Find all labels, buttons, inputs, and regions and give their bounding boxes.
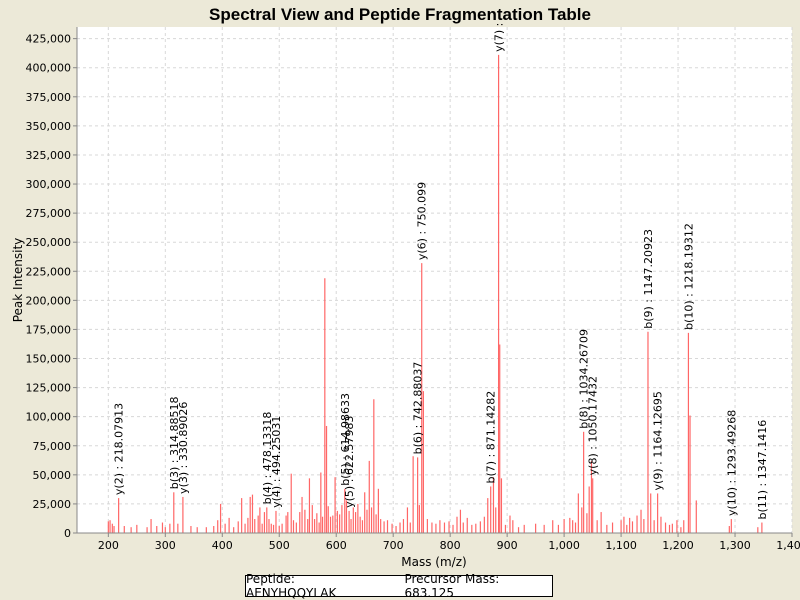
fragment-ion-label: y(9) : 1164.12695 [652,391,665,490]
fragment-ion-label: b(9) : 1147.20923 [642,229,655,329]
x-tick-label: 600 [326,539,347,552]
x-tick-label: 400 [212,539,233,552]
fragment-ion-label: y(7) : [493,23,506,52]
gridlines [77,27,793,533]
y-tick-label: 350,000 [26,120,72,133]
spectrum-peaks [107,54,763,533]
peptide-legend: Peptide: AENYHQQYLAK Precursor Mass: 683… [245,572,553,600]
y-tick-label: 225,000 [26,265,72,278]
y-tick-label: 425,000 [26,33,72,46]
x-tick-label: 800 [440,539,461,552]
y-tick-label: 150,000 [26,353,72,366]
x-tick-label: 1,200 [662,539,694,552]
y-tick-label: 200,000 [26,294,72,307]
y-tick-label: 175,000 [26,323,72,336]
fragment-ion-label: y(2) : 218.07913 [113,403,126,495]
fragment-ion-label: b(6) : 742.88037 [412,362,425,455]
y-tick-label: 375,000 [26,91,72,104]
fragment-ion-label: b(3) : 314.88518 [168,397,181,490]
peptide-label: Peptide: AENYHQQYLAK [246,572,337,600]
y-tick-label: 125,000 [26,382,72,395]
y-tick-label: 50,000 [33,469,72,482]
fragment-ion-label: y(4) : 494.25031 [270,416,283,508]
y-tick-label: 325,000 [26,149,72,162]
fragment-ion-label: y(6) : 750.099 [416,182,429,260]
y-axis-ticks: 0 25,000 50,000 75,000 100,000 125,000 150,000… [26,33,77,540]
x-axis-label: Mass (m/z) [401,555,466,569]
fragment-ion-label: y(3) : 330.89026 [177,402,190,494]
y-tick-label: 250,000 [26,236,72,249]
fragment-ion-label: b(4) : 478.13318 [261,412,274,505]
x-tick-label: 900 [497,539,518,552]
y-tick-label: 75,000 [33,440,72,453]
y-tick-label: 300,000 [26,178,72,191]
plot-area [77,27,792,533]
x-tick-label: 500 [269,539,290,552]
x-tick-label: 1,300 [719,539,751,552]
x-tick-label: 1,100 [605,539,637,552]
fragment-ion-label: b(10) : 1218.19312 [682,223,695,330]
fragment-ion-label: y(10) : 1293.49268 [725,410,738,516]
x-tick-label: 200 [98,539,119,552]
fragment-ion-label: y(8) : 1050.17432 [587,376,600,475]
fragment-ion-label: b(11) : 1347.1416 [756,420,769,520]
y-axis-label: Peak Intensity [11,238,25,323]
y-tick-label: 275,000 [26,207,72,220]
fragment-ion-label: y(5) : 622.57983 [343,416,356,508]
y-tick-label: 25,000 [33,498,72,511]
x-axis-ticks: 200 300 400 500 600 700 800 900 1,000 1,100 1,200 1… [98,533,800,552]
y-tick-label: 100,000 [26,411,72,424]
x-tick-label: 300 [155,539,176,552]
chart-title: Spectral View and Peptide Fragmentation … [209,5,591,24]
y-tick-label: 400,000 [26,62,72,75]
x-tick-label: 1,000 [548,539,580,552]
fragment-ion-label: b(5) : 614.98633 [339,393,352,486]
x-tick-label: 1,400 [776,539,800,552]
precursor-mass-label: Precursor Mass: 683.125 [404,572,500,600]
fragment-ion-label: b(7) : 871.14282 [485,391,498,484]
y-tick-label: 0 [64,527,71,540]
x-tick-label: 700 [383,539,404,552]
fragment-ion-label: b(8) : 1034.26709 [578,329,591,429]
